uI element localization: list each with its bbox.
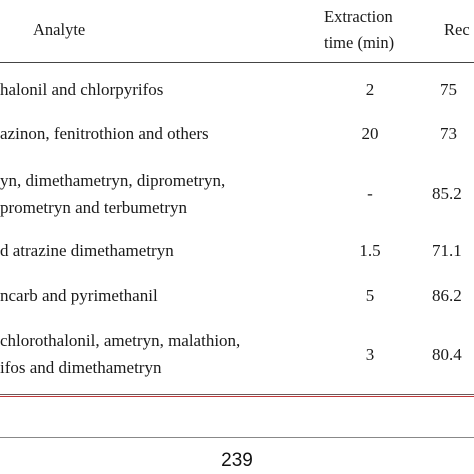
row-2-analyte: azinon, fenitrothion and others [0, 124, 209, 143]
row-1-time: 2 [365, 80, 375, 99]
row-1-recovery: 75 [440, 80, 457, 99]
row-4-recovery: 71.1 [432, 241, 462, 260]
row-3-recovery: 85.2 [432, 184, 462, 203]
row-4-analyte: d atrazine dimethametryn [0, 241, 174, 260]
row-6-analyte-line1: chlorothalonil, ametryn, malathion, [0, 331, 241, 350]
row-6-recovery: 80.4 [432, 345, 462, 364]
header-extraction-time-line1: Extraction [324, 7, 393, 26]
row-3-time: - [367, 184, 373, 203]
page-number: 239 [221, 450, 253, 471]
row-1-analyte: halonil and chlorpyrifos [0, 80, 164, 99]
header-extraction-time-line2: time (min) [324, 33, 395, 52]
row-3-analyte-line2: prometryn and terbumetryn [0, 198, 187, 217]
row-6-time: 3 [365, 345, 375, 364]
row-3-analyte-line1: yn, dimethametryn, diprometryn, [0, 171, 226, 190]
header-analyte: Analyte [33, 20, 86, 39]
row-2-recovery: 73 [440, 124, 457, 143]
header-recovery: Rec [444, 20, 470, 39]
row-5-recovery: 86.2 [432, 286, 462, 305]
row-5-analyte: ncarb and pyrimethanil [0, 286, 158, 305]
row-5-time: 5 [365, 286, 375, 305]
row-2-time: 20 [361, 124, 379, 143]
table-bottom-rule [0, 394, 474, 395]
footer-rule [0, 437, 474, 438]
table-bottom-accent-rule [0, 396, 474, 397]
row-4-time: 1.5 [359, 241, 381, 260]
row-6-analyte-line2: ifos and dimethametryn [0, 358, 162, 377]
header-rule [0, 62, 474, 63]
